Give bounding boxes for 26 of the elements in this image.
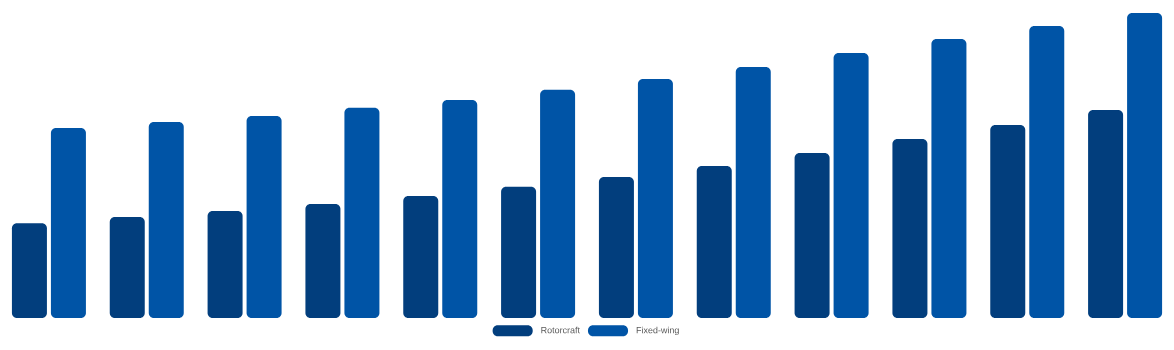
bar (735, 66, 771, 318)
bar (344, 107, 380, 318)
bar (1029, 26, 1065, 318)
legend-label: Fixed-wing (636, 326, 679, 336)
bar (148, 121, 184, 318)
bar (931, 38, 967, 318)
bar (892, 138, 928, 318)
bar (50, 127, 86, 318)
bar (442, 99, 478, 318)
bar (540, 89, 576, 318)
legend-label: Rotorcraft (541, 326, 580, 334)
bar (11, 223, 47, 318)
bar (403, 196, 439, 318)
bar (109, 217, 145, 318)
bar (833, 52, 869, 318)
bar (246, 116, 282, 318)
bar (305, 203, 341, 318)
bar (794, 152, 830, 318)
bar (598, 177, 634, 318)
bar (637, 78, 673, 318)
bar (1088, 109, 1124, 318)
bar (207, 210, 243, 318)
bar (990, 124, 1026, 318)
bar (1127, 13, 1163, 318)
bar (501, 186, 537, 318)
bar (696, 166, 732, 318)
